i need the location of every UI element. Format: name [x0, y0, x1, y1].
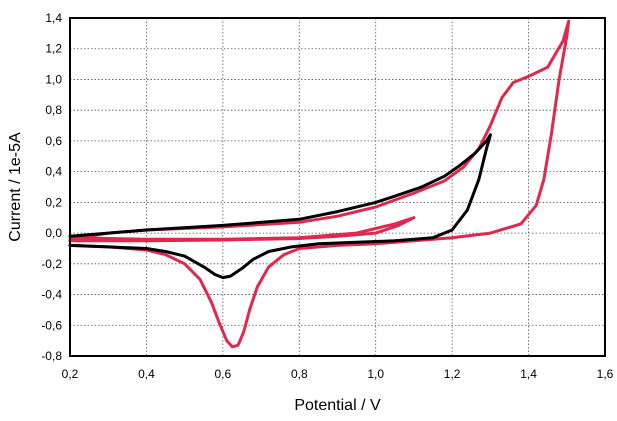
plot-frame [70, 18, 605, 356]
x-tick-label: 0,4 [138, 367, 155, 381]
y-tick-label: 1,4 [45, 11, 62, 25]
y-tick-label: 0,2 [45, 195, 62, 209]
y-tick-label: 0,4 [45, 165, 62, 179]
grid [70, 18, 605, 356]
x-tick-label: 0,8 [291, 367, 308, 381]
x-tick-label: 1,4 [520, 367, 537, 381]
y-tick-label: 0,6 [45, 134, 62, 148]
y-tick-label: 0,0 [45, 226, 62, 240]
y-axis-title: Current / 1e-5A [7, 132, 24, 242]
x-tick-label: 1,2 [444, 367, 461, 381]
x-tick-labels: 0,2 0,4 0,6 0,8 1,0 1,2 1,4 1,6 [62, 367, 614, 381]
x-tick-label: 0,2 [62, 367, 79, 381]
series-line-red [70, 21, 569, 347]
x-tick-label: 1,0 [367, 367, 384, 381]
y-tick-label: -0,2 [41, 257, 62, 271]
series-group [70, 21, 569, 347]
x-tick-label: 0,6 [215, 367, 232, 381]
y-tick-label: -0,4 [41, 288, 62, 302]
x-axis-title: Potential / V [294, 397, 381, 414]
y-tick-labels: 1,4 1,2 1,0 0,8 0,6 0,4 0,2 0,0 -0,2 -0,4 -0,6 -0,8 [41, 11, 62, 363]
y-tick-label: -0,8 [41, 349, 62, 363]
x-tick-label: 1,6 [597, 367, 614, 381]
y-tick-label: 0,8 [45, 103, 62, 117]
y-tick-label: 1,2 [45, 42, 62, 56]
y-tick-label: -0,6 [41, 318, 62, 332]
y-tick-label: 1,0 [45, 72, 62, 86]
